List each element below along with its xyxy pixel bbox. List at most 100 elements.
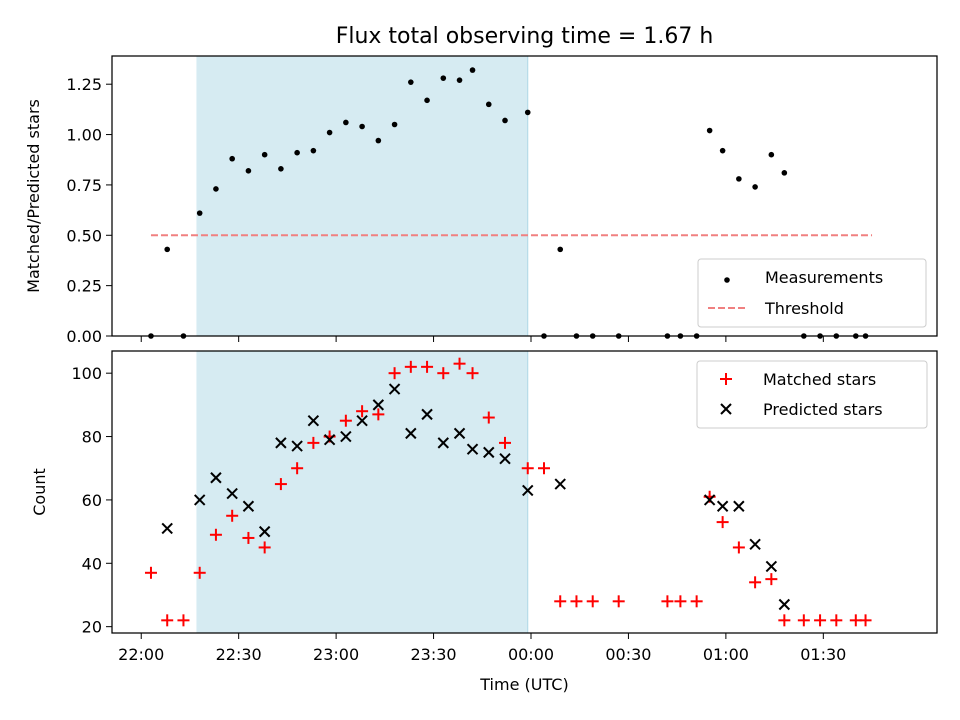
measurement-point (359, 123, 365, 130)
measurement-point (469, 67, 476, 73)
ratio-y-tick-label: 0.50 (66, 226, 102, 245)
measurement-point (408, 79, 414, 85)
matched-star-point (258, 541, 271, 554)
matched-star-point (859, 614, 872, 627)
predicted-star-point (193, 494, 206, 506)
ratio-y-tick-label: 0.25 (66, 277, 102, 296)
measurement-point (524, 109, 531, 116)
predicted-star-point-b (340, 430, 352, 443)
matched-star-point (466, 367, 479, 380)
matched-star-point (372, 408, 385, 421)
count-shaded-interval (196, 351, 528, 633)
predicted-star-point-b (291, 440, 303, 452)
legend-predicted-marker (720, 403, 732, 415)
predicted-star-point-b (522, 484, 534, 497)
matched-star-point (388, 367, 401, 380)
time-x-tick-label: 22:30 (216, 645, 262, 664)
measurement-point (294, 149, 300, 156)
measurement-point (502, 117, 508, 124)
predicted-star-point (749, 538, 761, 550)
time-x-tick-label: 23:00 (313, 645, 359, 664)
predicted-star-point (703, 494, 716, 506)
ratio-shaded-interval (196, 56, 528, 336)
predicted-star-point (554, 478, 566, 490)
matched-star-point (674, 595, 687, 608)
measurement-point (164, 246, 171, 253)
matched-star-point (242, 531, 255, 544)
predicted-star-point (275, 437, 287, 449)
legend-predicted-label: Predicted stars (763, 400, 883, 419)
predicted-star-point-b (388, 383, 401, 395)
measurement-point (781, 170, 788, 176)
measurement-point (424, 97, 430, 104)
matched-star-point (226, 509, 239, 522)
legend-matched-label: Matched stars (763, 370, 876, 389)
predicted-star-point-b (405, 427, 417, 440)
matched-star-point (144, 566, 157, 579)
matched-star-point (554, 595, 567, 608)
measurement-point (261, 151, 268, 158)
measurement-point (213, 186, 219, 192)
matched-star-point (421, 360, 434, 373)
count-panel: 20 40 60 80 100 22:00 22:30 23:00 23:30 00:00 00:3… (30, 350, 938, 694)
matched-star-point (193, 566, 206, 579)
ratio-y-tick-label: 1.25 (66, 75, 102, 94)
measurement-point (375, 137, 382, 144)
matched-star-point (778, 614, 791, 627)
predicted-star-point-b (258, 525, 271, 538)
predicted-star-point-b (765, 560, 778, 573)
measurement-point (278, 166, 284, 172)
predicted-star-point (226, 487, 238, 500)
count-legend-box (696, 360, 928, 429)
predicted-star-point (716, 500, 729, 512)
time-x-tick-label: 23:30 (411, 645, 457, 664)
ratio-y-axis-label: Matched/Predicted stars (24, 99, 43, 293)
count-y-tick-label: 100 (71, 364, 102, 383)
ratio-legend-box (697, 258, 927, 328)
predicted-star-point-b (421, 408, 433, 421)
measurement-point (196, 210, 203, 216)
matched-star-point (830, 614, 843, 627)
matched-star-point (797, 614, 810, 627)
matched-star-point (586, 595, 599, 608)
predicted-star-point (483, 446, 495, 459)
ratio-panel: 0.00 0.25 0.50 0.75 1.00 1.25 Flux total obse… (24, 24, 938, 346)
matched-star-point (690, 595, 703, 608)
predicted-star-point-b (193, 494, 206, 506)
measurement-point (768, 151, 775, 158)
predicted-star-point (466, 443, 479, 455)
matched-star-point (307, 436, 320, 449)
predicted-star-point (340, 430, 352, 443)
matched-star-point (404, 360, 417, 373)
predicted-star-point (372, 399, 385, 411)
predicted-star-point (161, 522, 173, 535)
predicted-star-point-b (778, 598, 791, 611)
matched-star-point (356, 405, 369, 418)
ratio-legend: Measurements Threshold (697, 258, 927, 328)
measurement-point (245, 168, 252, 174)
ratio-panel-frame (111, 55, 938, 337)
measurement-point (391, 121, 398, 128)
matched-star-point (482, 411, 495, 424)
ratio-y-tick-label: 0.75 (66, 176, 102, 195)
measurement-point (719, 147, 726, 154)
matched-star-point (749, 576, 762, 589)
predicted-star-point-b (275, 437, 287, 449)
legend-threshold-label: Threshold (764, 299, 844, 318)
measurement-point (440, 75, 447, 81)
count-legend: Matched stars Predicted stars (696, 360, 928, 429)
time-x-tick-label: 01:00 (703, 645, 749, 664)
matched-star-point (209, 528, 222, 541)
measurement-point (456, 77, 463, 83)
legend-matched-marker (720, 373, 732, 385)
count-y-tick-label: 20 (82, 618, 102, 637)
chart-title: Flux total observing time = 1.67 h (336, 24, 714, 49)
predicted-star-point-b (372, 399, 385, 411)
matched-star-point (732, 541, 745, 554)
matched-star-point (716, 516, 729, 529)
measurement-point (326, 129, 333, 136)
count-y-axis-label: Count (30, 468, 49, 516)
time-x-tick-label: 01:30 (800, 645, 846, 664)
predicted-star-point (453, 427, 466, 440)
